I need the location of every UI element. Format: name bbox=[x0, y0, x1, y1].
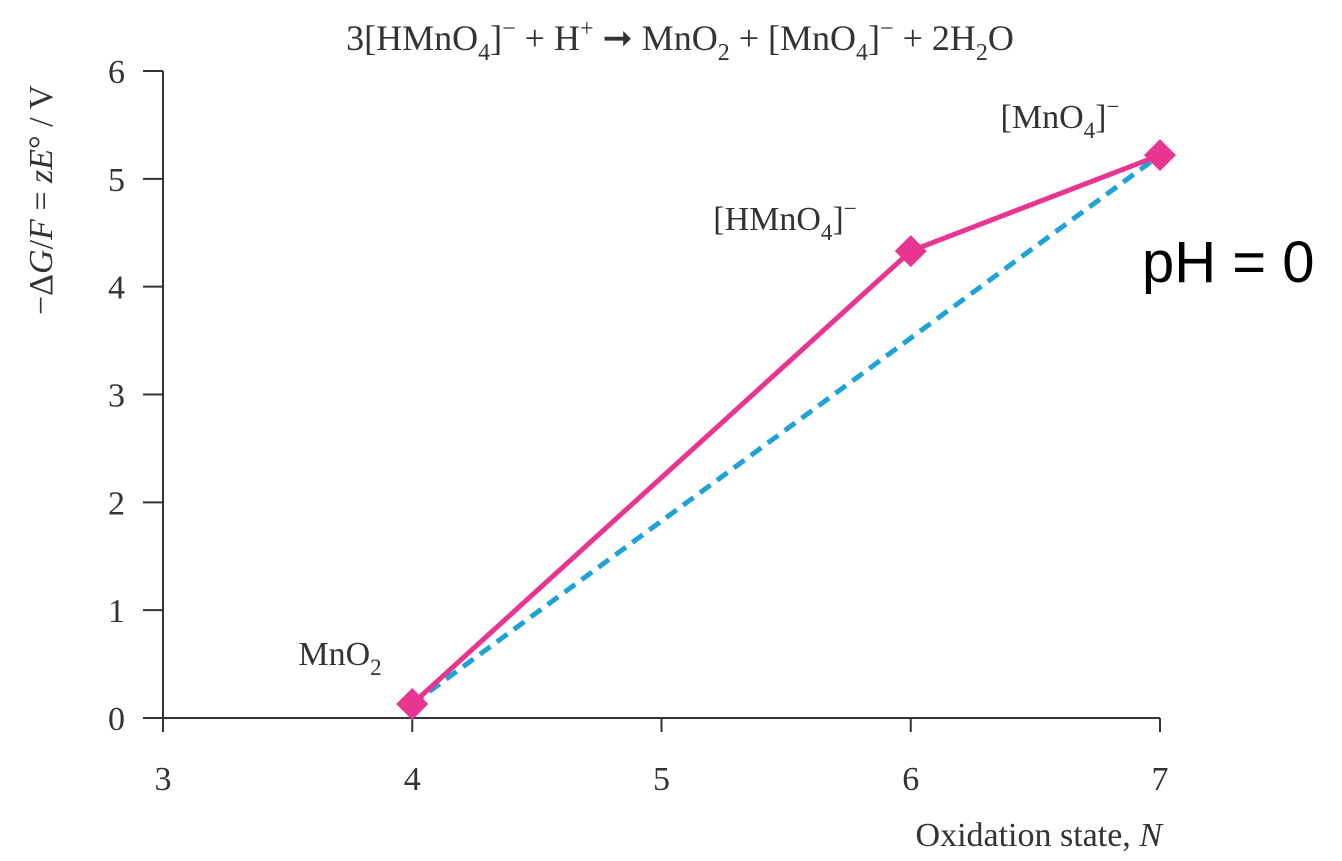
x-tick-label: 7 bbox=[1152, 761, 1169, 798]
mno2-sub: 2 bbox=[370, 655, 382, 680]
title-part-5: ] bbox=[868, 18, 880, 58]
y-tick-label: 1 bbox=[108, 593, 125, 630]
point-label-mno4: [MnO4]− bbox=[1001, 94, 1120, 143]
x-axis-label: Oxidation state, N bbox=[916, 817, 1165, 854]
ylabel-part-4: ° / V bbox=[23, 85, 60, 149]
chart-title: 3[HMnO4]− + H+ ➞ MnO2 + [MnO4]− + 2H2O bbox=[346, 16, 1014, 66]
title-sub-3: 4 bbox=[856, 40, 868, 66]
mno4-bracket: ] bbox=[1095, 99, 1106, 136]
title-part-7: O bbox=[988, 18, 1014, 58]
title-sub-2: 2 bbox=[718, 40, 730, 66]
title-sub-4: 2 bbox=[976, 40, 988, 66]
y-tick-label: 4 bbox=[108, 270, 125, 307]
point-label-hmno4: [HMnO4]− bbox=[713, 196, 856, 245]
y-tick-label: 6 bbox=[108, 54, 125, 91]
title-sup-2: + bbox=[580, 16, 594, 42]
mno4-sub: 4 bbox=[1084, 118, 1096, 143]
hmno4-sub: 4 bbox=[821, 220, 833, 245]
data-point-marker bbox=[894, 235, 927, 268]
hmno4-text: [HMnO bbox=[713, 201, 821, 238]
title-sup-3: − bbox=[880, 16, 894, 42]
ylabel-italic-3: zE bbox=[23, 149, 60, 184]
series-line-dashed bbox=[410, 153, 1162, 706]
axes: 3 4 5 6 7 0 1 2 3 4 5 6 bbox=[108, 54, 1169, 798]
ylabel-part-1: −Δ bbox=[23, 274, 60, 315]
ph-annotation: pH = 0 bbox=[1142, 230, 1315, 295]
x-tick-label: 5 bbox=[653, 761, 670, 798]
mno2-text: MnO bbox=[298, 636, 370, 673]
data-point-marker bbox=[396, 687, 429, 720]
y-tick-label: 2 bbox=[108, 485, 125, 522]
point-label-mno2: MnO2 bbox=[298, 636, 381, 680]
xlabel-part-1: Oxidation state, bbox=[916, 817, 1140, 854]
hmno4-sup: − bbox=[844, 196, 857, 221]
y-tick-label: 5 bbox=[108, 162, 125, 199]
ylabel-italic-2: F bbox=[23, 218, 60, 241]
mno4-text: [MnO bbox=[1001, 99, 1084, 136]
title-part-6: + 2H bbox=[894, 18, 976, 58]
y-axis-label: −ΔG/F = zE° / V bbox=[23, 85, 60, 315]
xlabel-italic: N bbox=[1138, 817, 1164, 854]
title-part-1: 3[HMnO bbox=[346, 18, 478, 58]
x-tick-label: 4 bbox=[404, 761, 421, 798]
data-point-marker bbox=[1144, 139, 1176, 172]
title-part-2: ] bbox=[490, 18, 502, 58]
series-layer bbox=[396, 139, 1176, 720]
ylabel-part-2: / bbox=[23, 239, 60, 249]
mno4-sup: − bbox=[1106, 94, 1119, 119]
y-tick-label: 3 bbox=[108, 378, 125, 415]
title-part-4: + [MnO bbox=[730, 18, 856, 58]
ylabel-italic-1: G bbox=[23, 249, 60, 274]
x-tick-label: 6 bbox=[902, 761, 919, 798]
ylabel-part-3: = bbox=[23, 183, 60, 219]
title-sup-1: − bbox=[502, 16, 516, 42]
title-arrow: ➞ MnO bbox=[594, 18, 718, 58]
hmno4-bracket: ] bbox=[832, 201, 843, 238]
title-part-3: + H bbox=[516, 18, 580, 58]
x-tick-label: 3 bbox=[155, 761, 172, 798]
title-sub-1: 4 bbox=[478, 40, 490, 66]
y-tick-label: 0 bbox=[108, 701, 125, 738]
